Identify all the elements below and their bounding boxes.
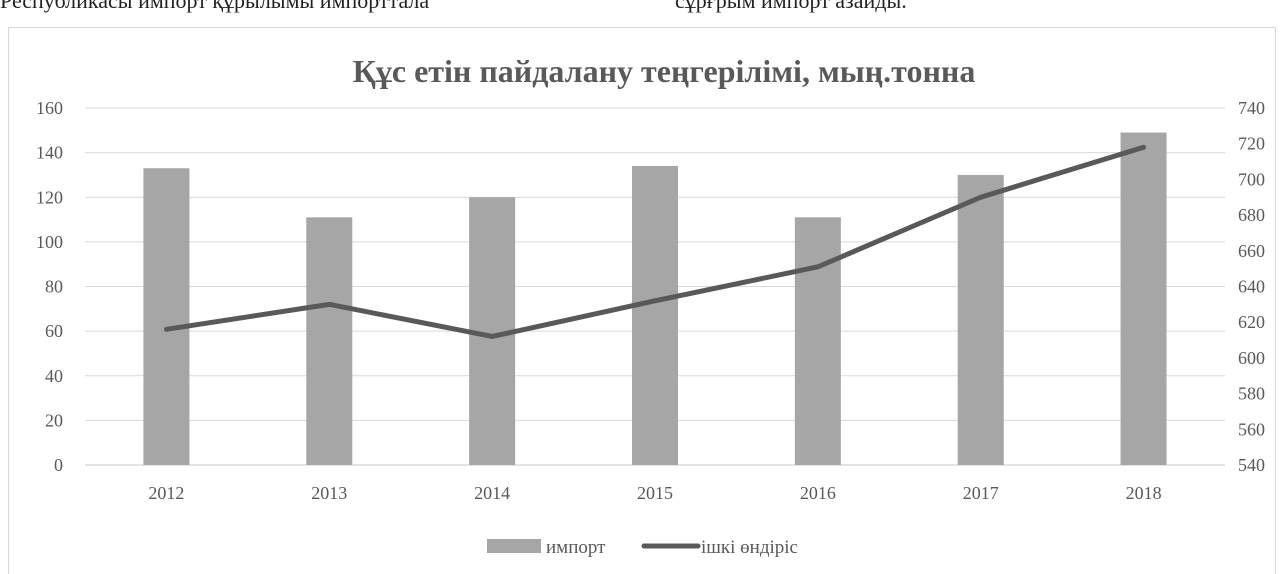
bar <box>1120 132 1167 465</box>
y-right-tick-label: 660 <box>1238 241 1265 261</box>
y-left-tick-label: 100 <box>36 232 63 252</box>
y-right-tick-label: 620 <box>1238 312 1265 332</box>
page-text-right: сұрғрым импорт азайды. <box>675 0 907 13</box>
x-tick-label: 2017 <box>963 483 999 503</box>
series-line <box>163 144 1147 339</box>
y-left-tick-label: 160 <box>36 98 63 118</box>
y-left-tick-label: 0 <box>54 455 63 475</box>
y-right-tick-label: 720 <box>1238 134 1265 154</box>
y-left-tick-label: 40 <box>45 366 63 386</box>
page-text-left: Республикасы импорт құрылымы импорттала <box>0 0 430 13</box>
page-text-fragment: Республикасы импорт құрылымы импорттала … <box>0 0 1282 18</box>
legend-label: импорт <box>546 537 606 558</box>
x-tick-label: 2016 <box>800 483 836 503</box>
legend-swatch-bar <box>487 539 541 553</box>
x-tick-label: 2014 <box>474 483 510 503</box>
y-right-tick-label: 640 <box>1238 277 1265 297</box>
y-right-tick-label: 580 <box>1238 384 1265 404</box>
bar <box>143 168 190 465</box>
x-axis: 2012 2013 2014 2015 2016 2017 2018 <box>148 483 1161 503</box>
bar <box>794 217 841 465</box>
y-axis-left: 0 20 40 60 80 100 120 140 160 <box>36 98 63 475</box>
y-left-tick-label: 60 <box>45 321 63 341</box>
x-tick-label: 2013 <box>311 483 347 503</box>
y-right-tick-label: 700 <box>1238 169 1265 189</box>
chart-title: Құс етін пайдалану теңгерілімі, мың.тонн… <box>353 53 976 89</box>
y-right-tick-label: 600 <box>1238 348 1265 368</box>
bar <box>957 174 1004 465</box>
y-axis-right: 540 560 580 600 620 640 660 680 700 720 740 <box>1238 98 1265 475</box>
y-left-tick-label: 20 <box>45 410 63 430</box>
x-tick-label: 2012 <box>148 483 184 503</box>
y-right-tick-label: 740 <box>1238 98 1265 118</box>
y-right-tick-label: 680 <box>1238 205 1265 225</box>
y-left-tick-label: 80 <box>45 277 63 297</box>
bar <box>306 217 353 465</box>
y-right-tick-label: 560 <box>1238 419 1265 439</box>
line-series <box>163 144 1147 339</box>
x-tick-label: 2015 <box>637 483 673 503</box>
legend: импорт ішкі өндіріс <box>487 537 798 558</box>
legend-label: ішкі өндіріс <box>701 537 798 558</box>
bar <box>632 166 678 465</box>
chart-frame <box>8 27 1276 574</box>
x-tick-label: 2018 <box>1126 483 1162 503</box>
y-left-tick-label: 140 <box>36 143 63 163</box>
y-right-tick-label: 540 <box>1238 455 1265 475</box>
y-left-tick-label: 120 <box>36 187 63 207</box>
